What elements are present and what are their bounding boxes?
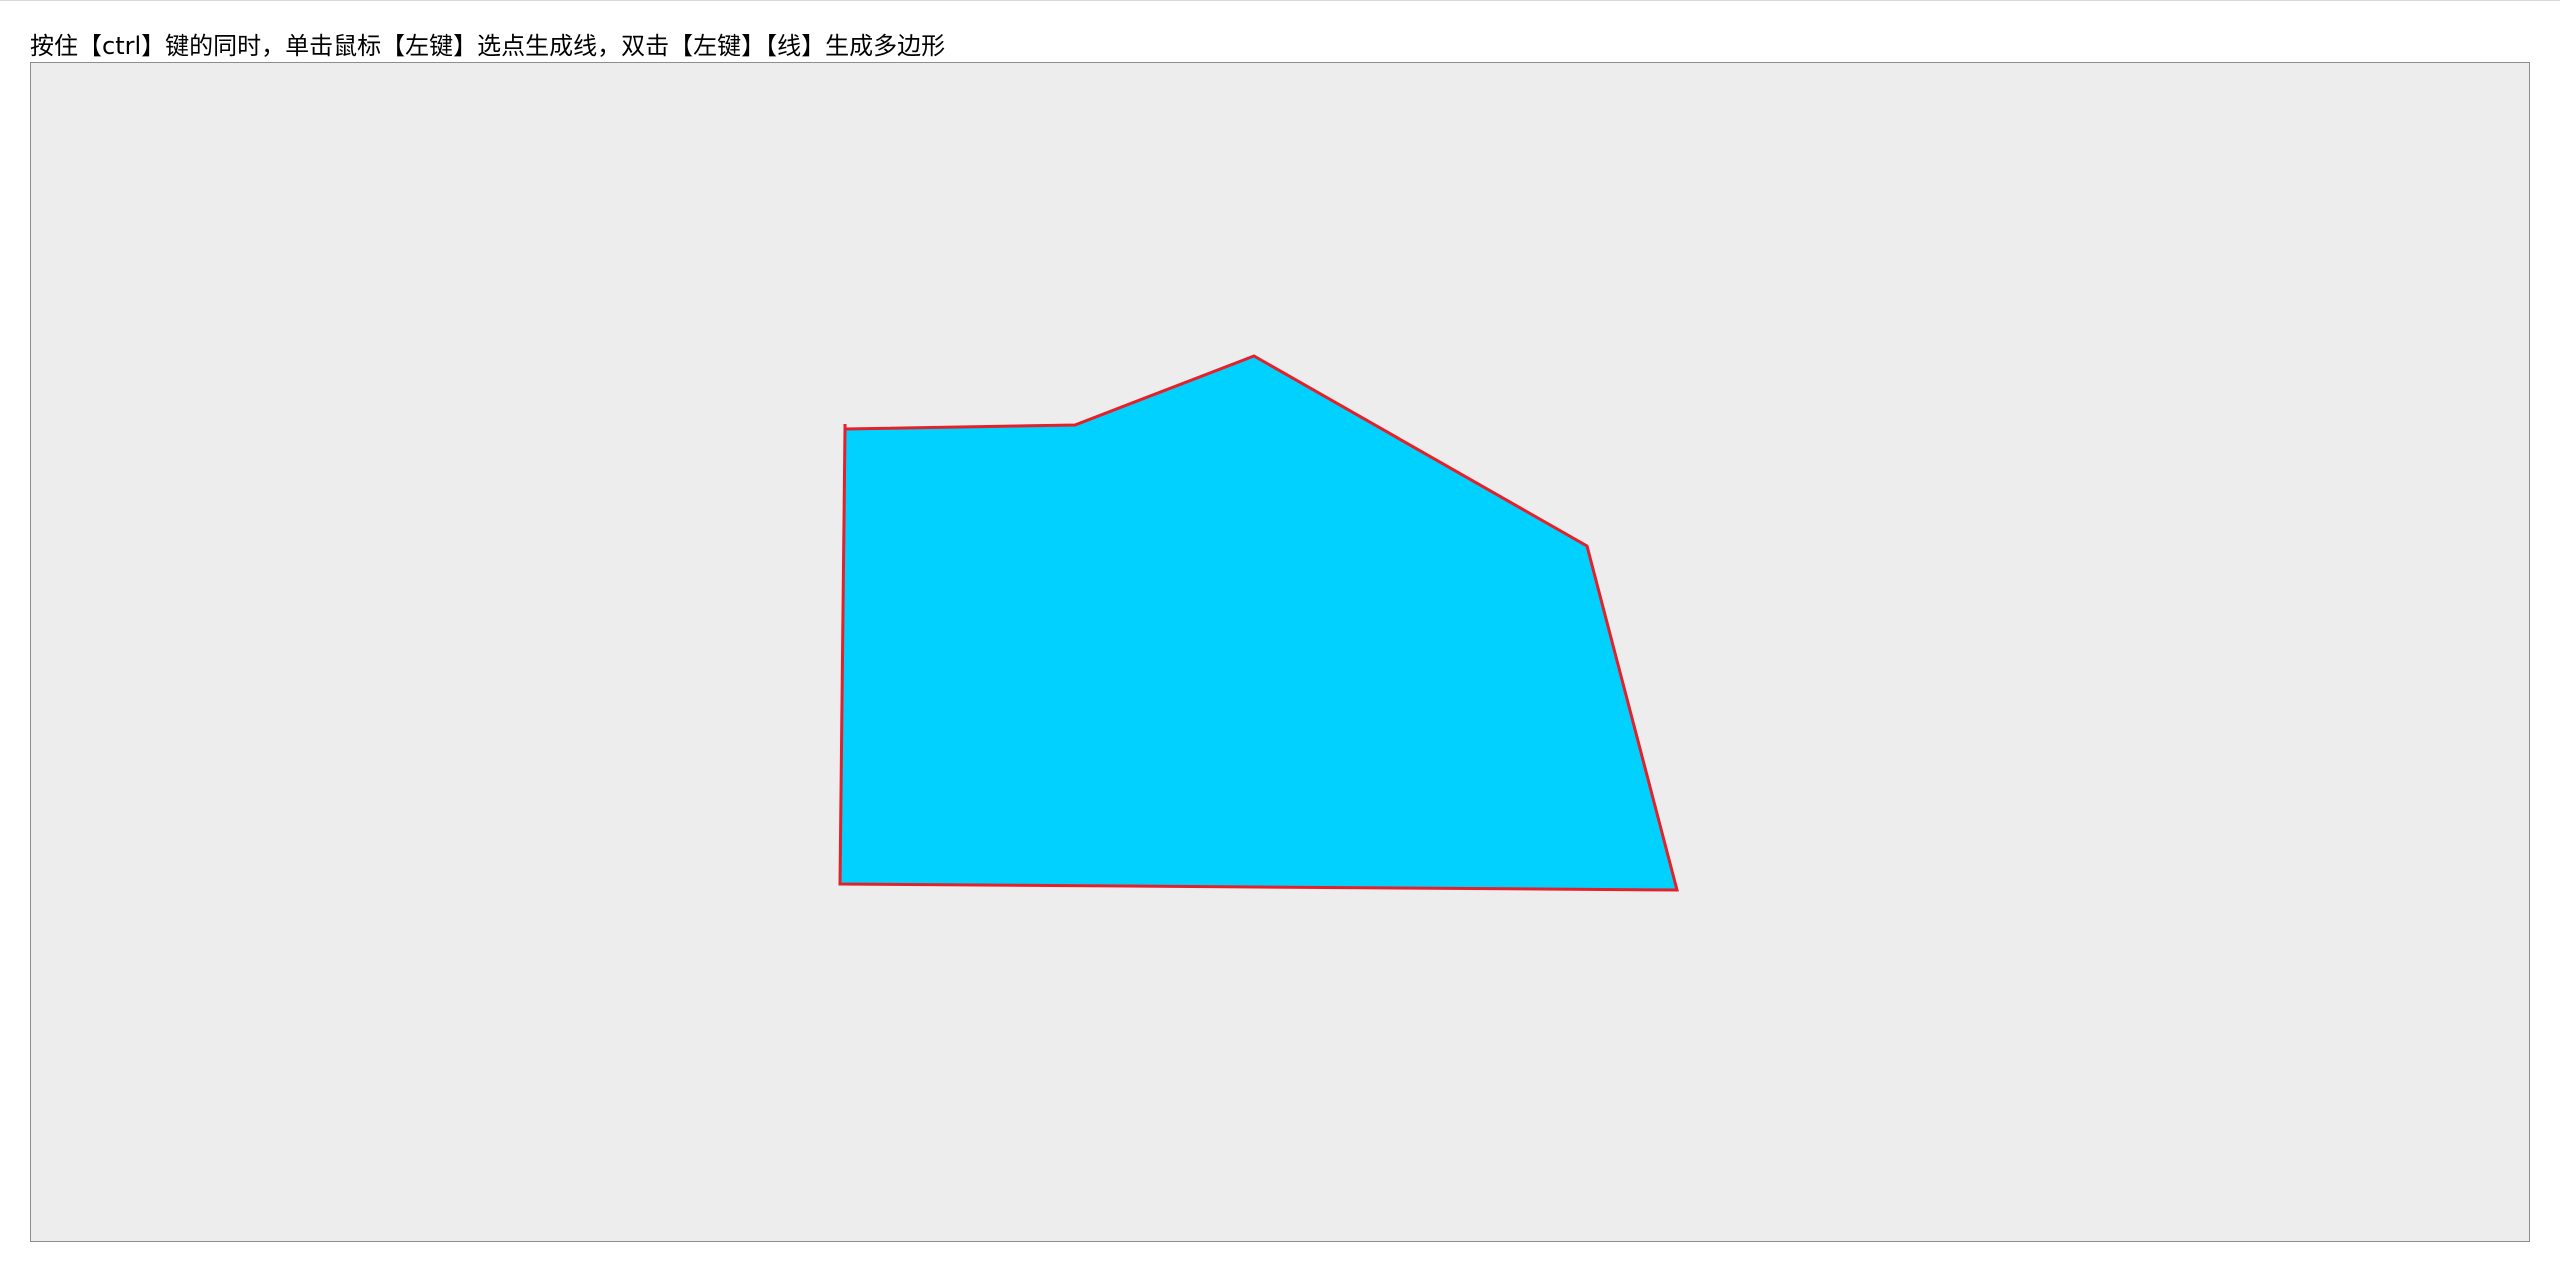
drawing-canvas-svg[interactable] xyxy=(31,63,2529,1241)
top-divider xyxy=(0,0,2560,1)
drawing-canvas[interactable] xyxy=(30,62,2530,1242)
polygon-shape[interactable] xyxy=(838,354,1679,892)
instruction-text: 按住【ctrl】键的同时，单击鼠标【左键】选点生成线，双击【左键】【线】生成多边… xyxy=(30,32,946,60)
